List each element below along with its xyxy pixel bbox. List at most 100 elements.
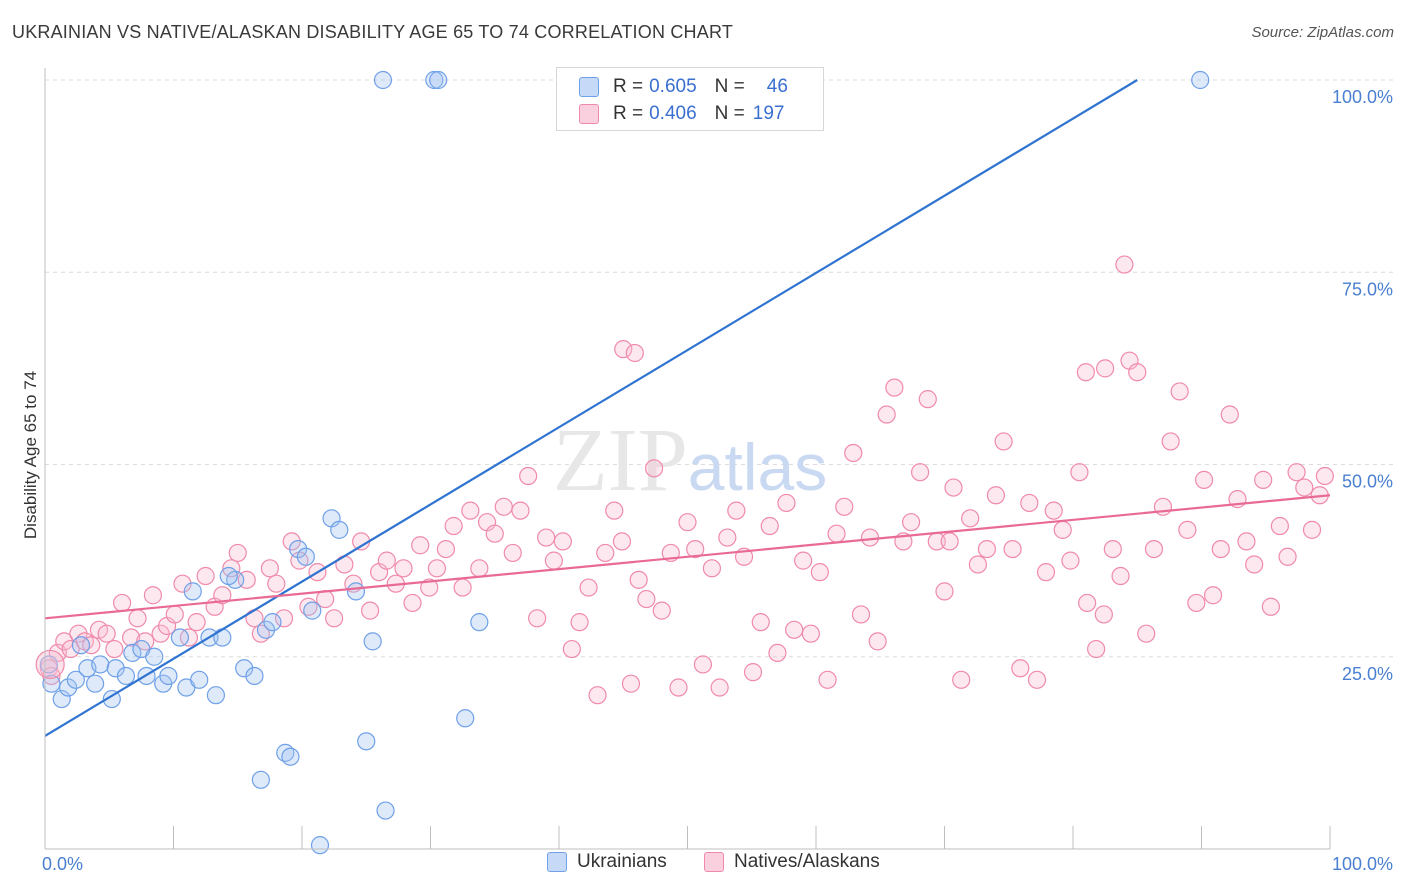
native-point (1302, 520, 1322, 539)
native-point (818, 670, 837, 689)
ukrainian-point (251, 770, 270, 789)
native-point (810, 563, 829, 582)
ukrainian-point (357, 732, 376, 751)
legend-row-ukrainians: R = 0.605 N = 46 (579, 74, 788, 100)
native-point (977, 539, 997, 559)
legend-swatch-natives (579, 104, 599, 124)
native-point (652, 601, 671, 620)
native-point (537, 528, 556, 547)
native-point (743, 663, 763, 682)
native-point (1287, 463, 1306, 482)
y-tick-label: 50.0% (1342, 472, 1393, 492)
ukrainian-point (145, 647, 164, 666)
native-point (727, 501, 746, 520)
native-point (1220, 405, 1239, 424)
native-point (794, 551, 813, 570)
native-point (173, 574, 192, 593)
native-point (544, 551, 563, 570)
native-point (1103, 539, 1122, 559)
native-point (768, 643, 787, 663)
native-point (361, 601, 380, 620)
native-point (1187, 593, 1206, 613)
native-point (760, 516, 779, 536)
ukrainian-point (235, 659, 254, 678)
trend-layer (44, 79, 1331, 737)
native-point (61, 639, 80, 659)
native-point (274, 609, 294, 628)
native-point (420, 578, 439, 597)
native-point (901, 513, 921, 532)
ukrainian-point (116, 666, 136, 686)
y-tick-label: 25.0% (1342, 664, 1393, 684)
native-point (570, 613, 589, 632)
native-point (403, 593, 422, 613)
native-point (868, 632, 887, 651)
native-point (1315, 466, 1334, 486)
native-point (519, 466, 538, 486)
native-point (579, 578, 598, 597)
native-trend-line (44, 494, 1331, 620)
ukrainian-point (190, 670, 209, 689)
native-point (777, 493, 796, 513)
native-point (1194, 470, 1214, 489)
native-point (785, 620, 804, 639)
native-point (678, 513, 697, 532)
native-point (944, 478, 963, 497)
legend-r-value: 0.605 (649, 76, 697, 97)
native-point (1254, 470, 1273, 489)
native-point (427, 559, 447, 578)
native-point (686, 539, 705, 559)
ukrainian-point (123, 643, 142, 663)
grid-lines: 100.0% 75.0% 50.0% 25.0% (45, 79, 1395, 684)
native-point (121, 628, 141, 647)
native-point (213, 586, 232, 605)
native-point (553, 532, 572, 551)
legend-r-value: 0.406 (649, 103, 697, 124)
ukrainian-point (470, 613, 489, 632)
ukrainian-point (296, 547, 315, 566)
axes: 0.0% 100.0% (42, 68, 1393, 874)
native-point (612, 532, 632, 551)
native-point (267, 574, 286, 593)
native-point (940, 532, 959, 551)
native-point (710, 678, 729, 697)
native-point (1203, 586, 1223, 605)
native-point (1161, 432, 1180, 451)
native-point (827, 524, 846, 543)
native-point (528, 609, 547, 628)
native-point (187, 613, 206, 632)
native-point (1087, 639, 1106, 659)
native-point (986, 486, 1006, 505)
native-point (562, 639, 581, 659)
ukrainian-trend-line (44, 79, 1138, 737)
ukrainian-point (363, 632, 382, 651)
native-point (1003, 539, 1022, 559)
native-point (588, 686, 607, 705)
legend-n-value: 46 (766, 76, 788, 97)
bottom-legend-swatch-natives (704, 852, 724, 872)
native-point (844, 443, 863, 463)
native-point (1044, 501, 1063, 520)
legend-r-label: R = (613, 103, 644, 124)
legend-swatch-ukrainians (579, 77, 599, 97)
ukrainian-point (263, 613, 282, 632)
native-point (112, 593, 132, 613)
native-point (1295, 478, 1314, 497)
native-point (377, 551, 396, 570)
ukrainian-point (310, 836, 330, 855)
native-point (228, 543, 247, 563)
ukrainian-point (281, 747, 300, 766)
ukrainian-point (376, 801, 395, 820)
native-point (625, 343, 644, 363)
native-point (1128, 363, 1147, 382)
native-point (1278, 547, 1297, 566)
native-point (1137, 624, 1156, 643)
bottom-legend-swatch-ukrainians (547, 852, 567, 872)
legend-n-label: N = (714, 76, 745, 97)
native-point (637, 589, 656, 609)
y-tick-label: 100.0% (1332, 87, 1393, 107)
native-point (961, 509, 980, 528)
native-point (260, 559, 279, 578)
ukrainian-point (425, 70, 444, 90)
ukrainian-point (159, 666, 178, 686)
